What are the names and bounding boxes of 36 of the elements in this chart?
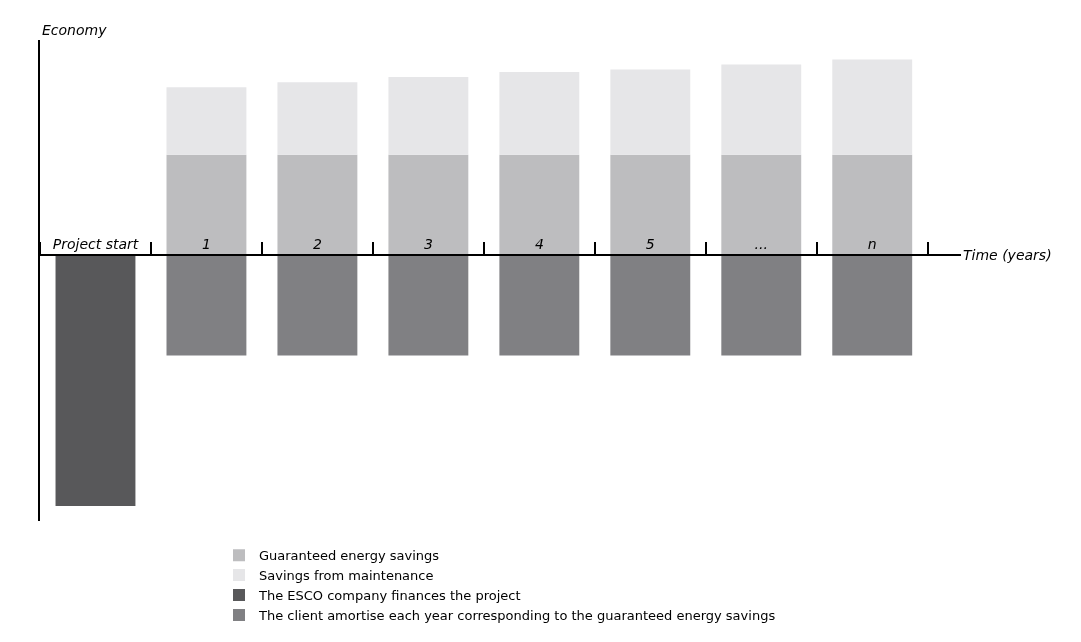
x-axis-title: Time (years) (963, 247, 1052, 263)
bar (166, 87, 247, 155)
bar (499, 255, 580, 356)
bar (388, 154, 469, 256)
bar (499, 72, 580, 155)
bar (832, 59, 913, 155)
x-tick-label: n (867, 235, 877, 252)
bar (388, 77, 469, 155)
bar (277, 154, 358, 256)
x-tick-label: 2 (312, 235, 322, 252)
bar (166, 154, 247, 256)
bar (610, 69, 691, 155)
bar (610, 255, 691, 356)
bar (721, 154, 802, 256)
bar (166, 255, 247, 356)
legend-label: Guaranteed energy savings (259, 548, 440, 564)
x-tick-label: 3 (423, 235, 433, 252)
x-tick-label: 5 (645, 235, 655, 252)
bar (55, 255, 136, 506)
bar (277, 82, 358, 155)
bar (721, 64, 802, 155)
legend-label: Savings from maintenance (259, 568, 434, 584)
bar (721, 255, 802, 356)
bar (832, 255, 913, 356)
x-tick-label: Project start (52, 235, 139, 252)
bar (499, 154, 580, 256)
bar (832, 154, 913, 256)
x-tick-label: ... (754, 235, 768, 252)
legend-label: The ESCO company finances the project (258, 588, 521, 604)
x-tick-label: 4 (534, 235, 544, 252)
text: Economy (42, 22, 108, 38)
legend-label: The client amortise each year corresponding to the guaranteed energy savings (258, 607, 776, 623)
bar (610, 154, 691, 256)
x-tick-label: 1 (201, 235, 211, 252)
bar (388, 255, 469, 356)
bar (277, 255, 358, 356)
